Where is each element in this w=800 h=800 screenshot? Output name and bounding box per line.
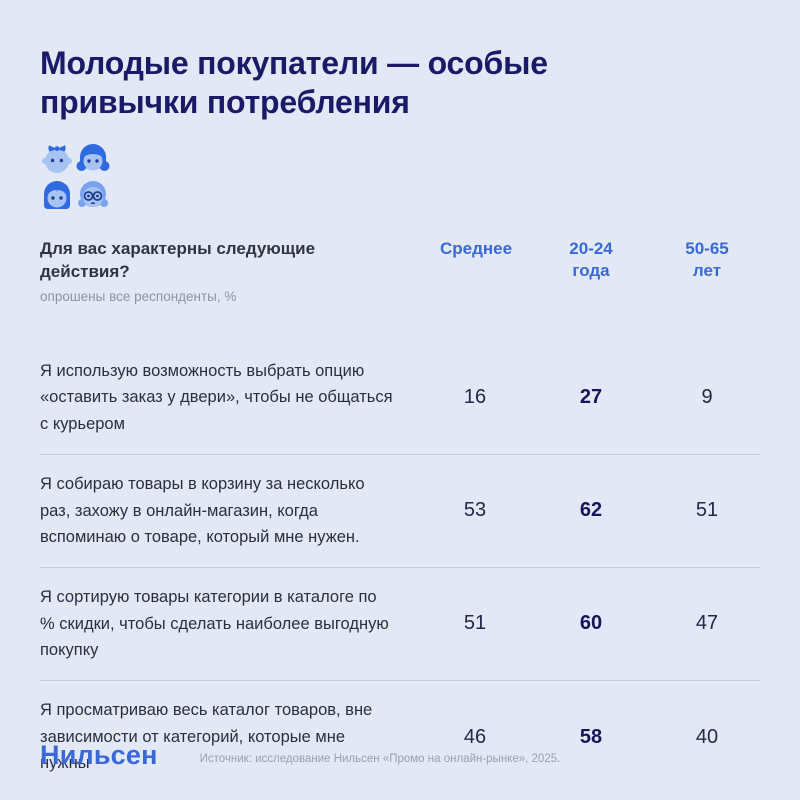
value-20-24: 27 [579, 386, 603, 409]
value-50-65: 51 [695, 499, 719, 522]
data-table: Для вас характерны следующие действия? о… [40, 238, 760, 794]
footer: Нильсен Источник: исследование Нильсен «… [40, 740, 760, 771]
column-header-50-65: 50-65 лет [685, 239, 729, 281]
table-body: Я использую возможность выбрать опцию «о… [40, 342, 760, 794]
table-row: Я просматриваю весь каталог товаров, вне… [40, 681, 760, 793]
value-average: 53 [463, 499, 487, 522]
table-note: опрошены все респонденты, % [40, 288, 237, 304]
row-question: Я просматриваю весь каталог товаров, вне… [40, 701, 373, 773]
woman-with-bob-icon [44, 181, 70, 210]
girl-with-pigtails-icon [76, 144, 110, 172]
value-50-65: 47 [695, 612, 719, 635]
value-average: 51 [463, 612, 487, 635]
row-question: Я сортирую товары категории в каталоге п… [40, 588, 389, 660]
table-row: Я использую возможность выбрать опцию «о… [40, 342, 760, 456]
table-row: Я сортирую товары категории в каталоге п… [40, 568, 760, 682]
table-question-header: Для вас характерны следующие действия? [40, 239, 316, 281]
value-20-24: 60 [579, 612, 603, 635]
source-text: Источник: исследование Нильсен «Промо на… [199, 752, 561, 765]
nielsen-logo: Нильсен [40, 740, 158, 770]
grandma-with-glasses-icon [78, 181, 108, 208]
value-20-24: 62 [579, 499, 603, 522]
value-average: 16 [463, 386, 487, 409]
table-header-row: Для вас характерны следующие действия? о… [40, 238, 760, 304]
value-50-65: 40 [695, 725, 719, 748]
row-question: Я использую возможность выбрать опцию «о… [40, 361, 393, 433]
value-20-24: 58 [579, 725, 603, 748]
table-row: Я собираю товары в корзину за несколько … [40, 455, 760, 569]
avatar-group [40, 142, 112, 212]
baby-with-bow-icon [42, 145, 72, 174]
value-average: 46 [463, 725, 487, 748]
value-50-65: 9 [701, 386, 713, 409]
column-header-20-24: 20-24 года [569, 239, 613, 281]
page-title: Молодые покупатели — особые привычки пот… [40, 45, 548, 121]
row-question: Я собираю товары в корзину за несколько … [40, 475, 365, 546]
question-header-block: Для вас характерны следующие действия? о… [40, 238, 415, 304]
column-header-average: Среднее [440, 239, 513, 259]
